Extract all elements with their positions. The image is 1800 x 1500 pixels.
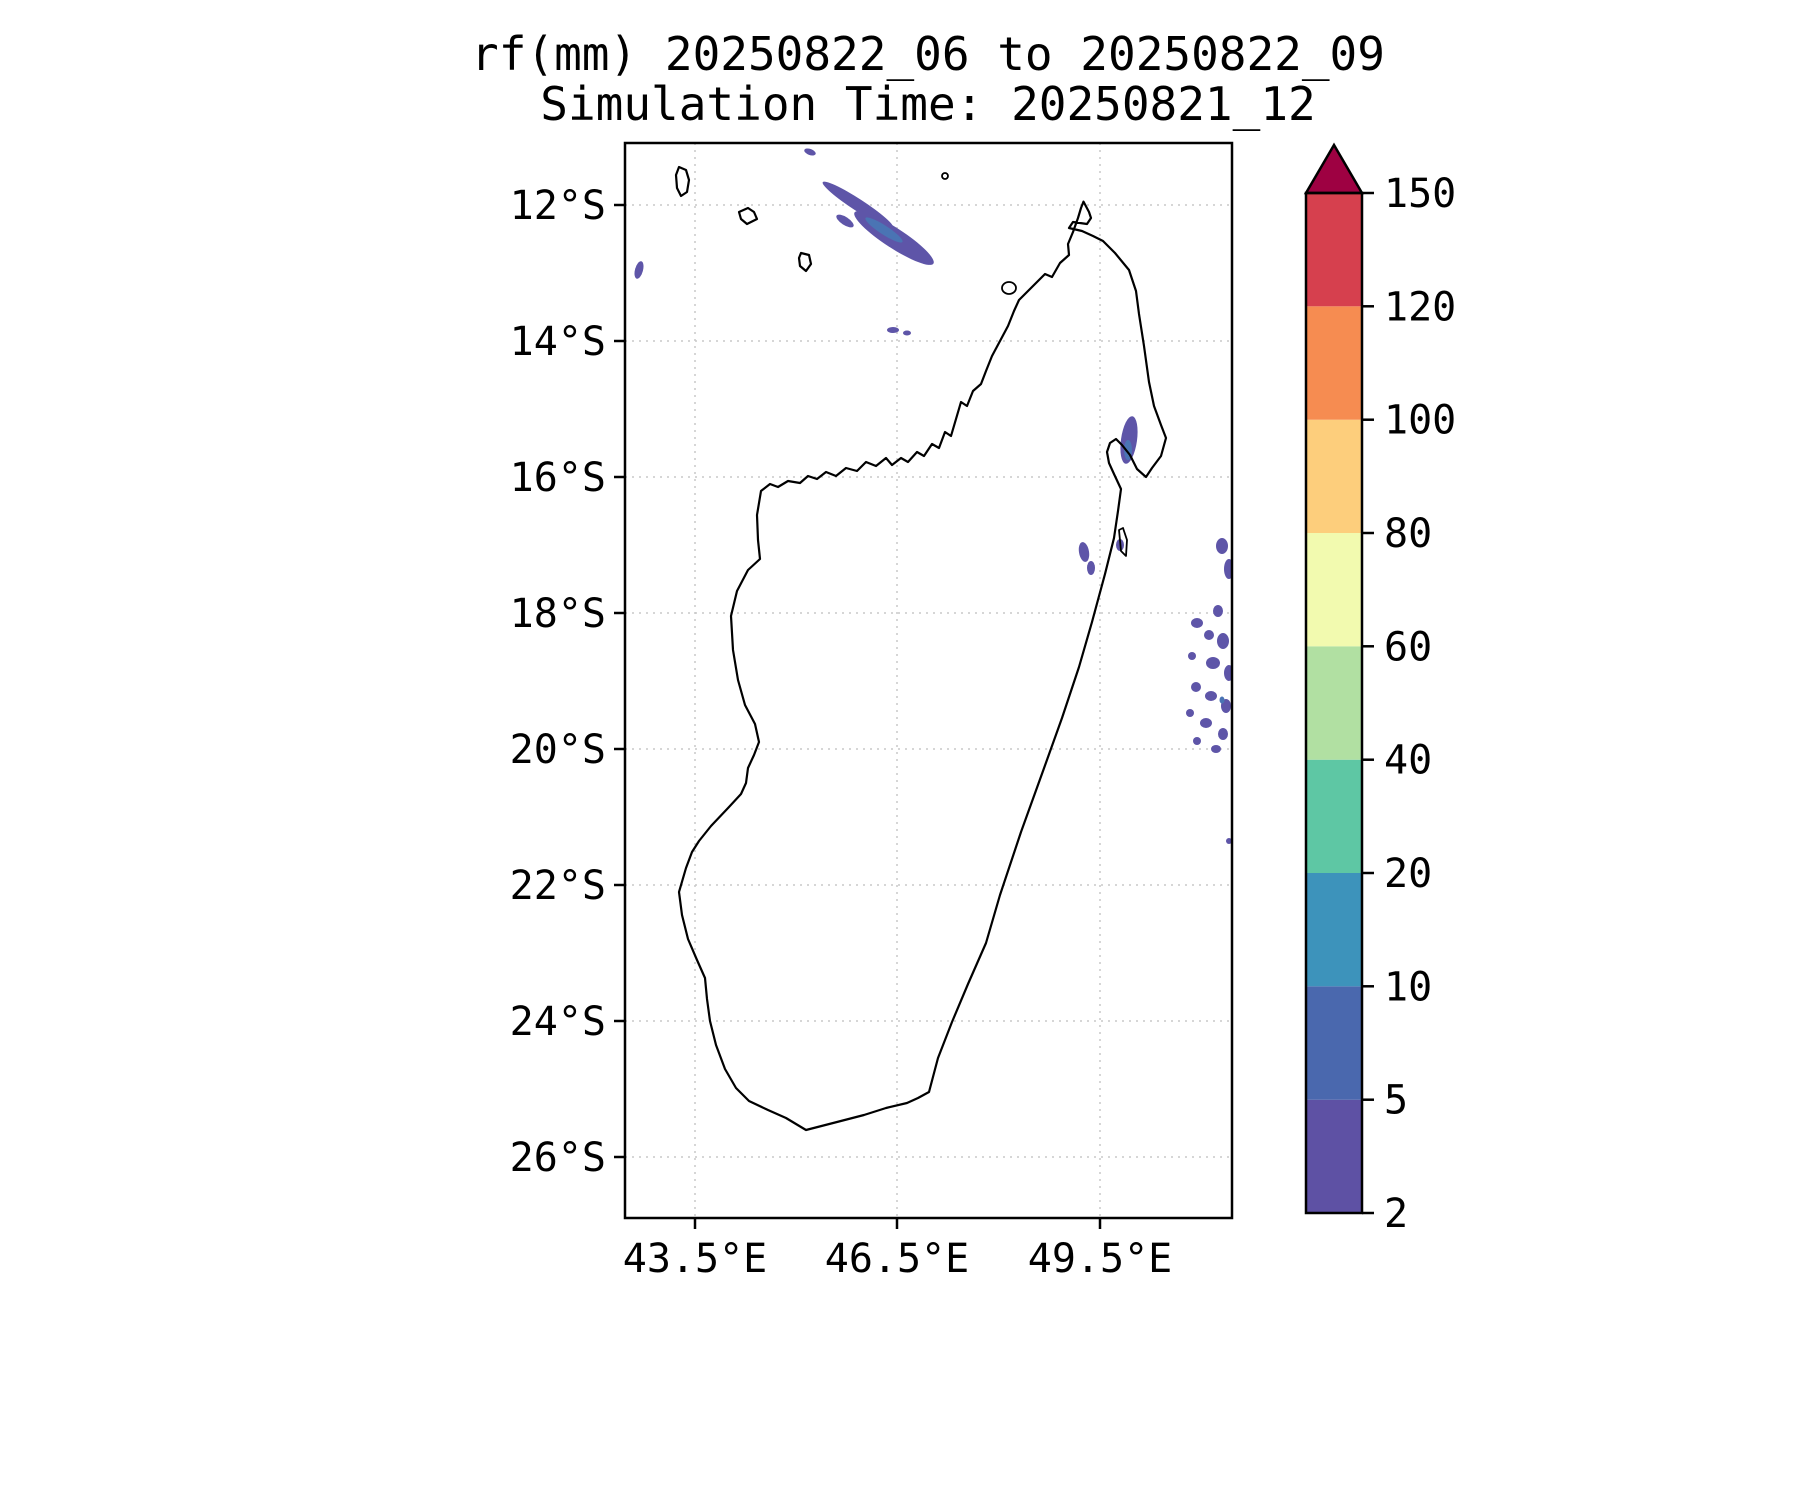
x-tick-label: 43.5°E — [623, 1236, 768, 1282]
gridlines — [625, 143, 1232, 1218]
axis-ticks — [614, 203, 1102, 1229]
y-tick-label: 22°S — [510, 863, 606, 909]
colorbar-label: 10 — [1384, 964, 1432, 1010]
rain-patch — [634, 261, 644, 279]
rain-patch — [1200, 718, 1212, 728]
colorbar-label: 80 — [1384, 511, 1432, 557]
colorbar: 150 120 100 80 60 40 20 10 5 2 — [1303, 142, 1456, 1237]
colorbar-label: 100 — [1384, 398, 1456, 444]
colorbar-segment — [1306, 759, 1362, 873]
x-axis-labels: 43.5°E 46.5°E 49.5°E — [623, 1236, 1173, 1282]
coastlines — [674, 165, 1168, 1132]
rain-patch — [1204, 630, 1214, 640]
colorbar-segment — [1306, 986, 1362, 1100]
glorioso-islet — [941, 172, 949, 180]
rain-patch — [1087, 561, 1095, 575]
grande-comore-island — [674, 165, 691, 198]
rain-patch — [1213, 605, 1223, 617]
rain-patch — [1217, 633, 1229, 649]
y-tick-label: 14°S — [510, 319, 606, 365]
y-tick-label: 18°S — [510, 591, 606, 637]
plot-frame — [623, 141, 1234, 1220]
rain-patch — [1226, 838, 1232, 844]
colorbar-label: 120 — [1384, 284, 1456, 330]
colorbar-label: 2 — [1384, 1191, 1408, 1237]
rain-patch — [1205, 691, 1217, 701]
figure-title-line1: rf(mm) 20250822_06 to 20250822_09 — [471, 27, 1385, 81]
colorbar-frame — [1304, 191, 1364, 1215]
colorbar-segment — [1306, 873, 1362, 987]
rain-patch — [903, 330, 911, 336]
nosy-be-island — [1001, 281, 1017, 295]
rain-patch — [887, 327, 899, 333]
rain-patch — [1078, 542, 1090, 562]
x-tick-label: 46.5°E — [825, 1236, 970, 1282]
colorbar-segment — [1306, 646, 1362, 760]
mayotte-island — [797, 251, 813, 273]
rain-patch — [1224, 559, 1232, 579]
colorbar-segment — [1306, 193, 1362, 307]
y-tick-label: 26°S — [510, 1135, 606, 1181]
colorbar-segment — [1306, 1099, 1362, 1213]
rain-patch — [836, 214, 854, 228]
rain-patch — [1191, 618, 1203, 628]
rain-patch — [1206, 657, 1220, 669]
colorbar-segment — [1306, 306, 1362, 420]
sainte-marie-island — [1118, 527, 1128, 557]
colorbar-label: 150 — [1384, 171, 1456, 217]
colorbar-over-arrow — [1303, 142, 1365, 195]
rain-patch — [1224, 665, 1232, 681]
colorbar-segment — [1306, 419, 1362, 533]
y-tick-label: 24°S — [510, 999, 606, 1045]
rain-patch — [1211, 745, 1221, 753]
y-axis-labels: 12°S 14°S 16°S 18°S 20°S 22°S 24°S 26°S — [510, 183, 606, 1181]
figure-title-line2: Simulation Time: 20250821_12 — [540, 77, 1315, 131]
rain-patch — [1218, 728, 1228, 740]
colorbar-segment — [1306, 533, 1362, 647]
y-tick-label: 20°S — [510, 727, 606, 773]
colorbar-label: 60 — [1384, 624, 1432, 670]
colorbar-label: 5 — [1384, 1078, 1408, 1124]
rain-patch-core — [865, 217, 903, 243]
anjouan-island — [737, 206, 759, 226]
x-tick-label: 49.5°E — [1028, 1236, 1173, 1282]
y-tick-label: 16°S — [510, 455, 606, 501]
rain-patch — [1191, 682, 1201, 692]
rain-patch — [1188, 652, 1196, 660]
rain-patch — [1216, 538, 1228, 554]
rain-patch-core — [1219, 696, 1225, 704]
colorbar-ticks — [1362, 191, 1374, 1215]
rain-patches-mid — [865, 217, 1225, 704]
rain-patch — [804, 148, 816, 156]
rain-patches-low — [634, 148, 1232, 844]
colorbar-label: 40 — [1384, 738, 1432, 784]
y-tick-label: 12°S — [510, 183, 606, 229]
colorbar-label: 20 — [1384, 851, 1432, 897]
madagascar-coastline — [677, 200, 1168, 1132]
rain-patch — [1193, 737, 1201, 745]
rain-patch — [1186, 709, 1194, 717]
colorbar-labels: 150 120 100 80 60 40 20 10 5 2 — [1384, 171, 1456, 1237]
